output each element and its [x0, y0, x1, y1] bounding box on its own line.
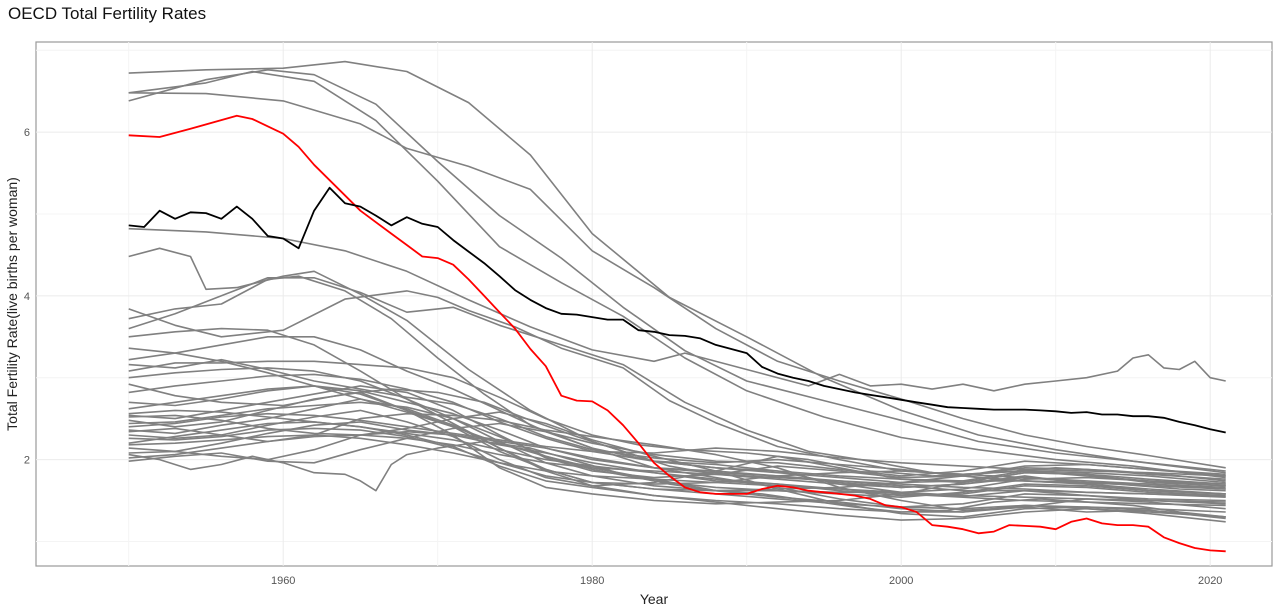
tick-layer: 1960 1980 2000 2020 2 4 6 — [24, 127, 1223, 587]
x-tick-label: 1960 — [271, 575, 295, 587]
highlighted-series-red-line — [128, 114, 1226, 553]
x-tick-label: 1980 — [580, 575, 604, 587]
country-series-line — [128, 327, 1226, 523]
country-series-line — [128, 434, 1226, 503]
x-tick-label: 2020 — [1198, 575, 1222, 587]
y-tick-label: 2 — [24, 455, 30, 467]
background-series-layer — [128, 60, 1226, 523]
country-series-line — [128, 373, 1226, 489]
country-series-line — [128, 92, 1226, 469]
y-tick-label: 6 — [24, 127, 30, 139]
country-series-line — [128, 440, 1226, 518]
country-series-line — [128, 335, 1226, 484]
chart-title: OECD Total Fertility Rates — [8, 4, 207, 23]
country-series-line — [128, 401, 1226, 494]
y-tick-label: 4 — [24, 291, 30, 303]
y-axis-title: Total Fertility Rate(live births per wom… — [4, 177, 20, 431]
country-series-line — [128, 358, 1226, 495]
country-series-line — [128, 385, 1226, 479]
country-series-line — [128, 385, 1226, 502]
country-series-line — [128, 247, 1226, 498]
country-series-line — [128, 60, 1226, 472]
highlighted-series-black-line — [128, 186, 1226, 434]
country-series-line — [128, 70, 1226, 479]
country-series-line — [128, 422, 1226, 477]
x-tick-label: 2000 — [889, 575, 913, 587]
country-series-line — [128, 69, 1226, 474]
country-series-line — [128, 427, 1226, 490]
country-series-line — [128, 227, 1226, 392]
country-series-line — [128, 434, 1226, 498]
highlighted-series-layer — [128, 114, 1226, 553]
country-series-line — [128, 409, 1226, 507]
x-axis-title: Year — [640, 591, 669, 607]
